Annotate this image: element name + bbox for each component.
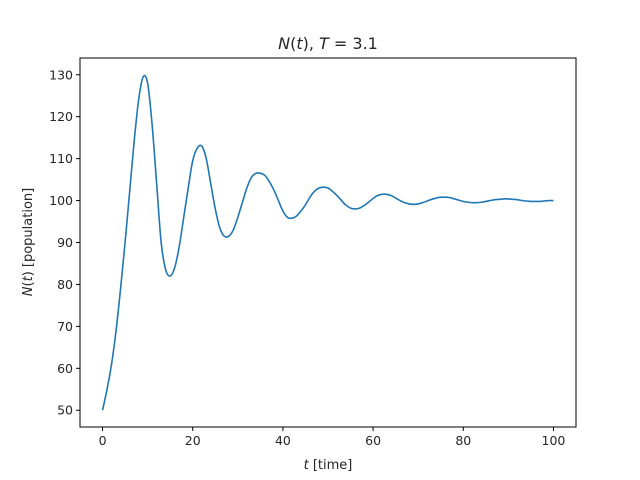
y-tick-label: 120 <box>49 109 73 124</box>
y-tick-label: 60 <box>57 361 73 376</box>
y-axis: 50 60 70 80 90 100 110 120 130 <box>49 67 80 418</box>
x-tick-label: 80 <box>455 433 471 448</box>
x-axis-label: t [time] <box>304 458 353 473</box>
x-tick-label: 20 <box>185 433 201 448</box>
y-tick-label: 80 <box>57 277 73 292</box>
series-layer <box>101 74 554 411</box>
y-tick-label: 130 <box>49 67 73 82</box>
x-tick-label: 100 <box>542 433 566 448</box>
y-tick-label: 110 <box>49 151 73 166</box>
y-tick-label: 100 <box>49 193 73 208</box>
y-axis-label: N(t) [population] <box>21 188 36 296</box>
x-axis: 0 20 40 60 80 100 <box>99 427 566 448</box>
x-tick-label: 0 <box>99 433 107 448</box>
x-tick-label: 40 <box>275 433 291 448</box>
chart-title: N(t), T = 3.1 <box>278 34 378 53</box>
x-tick-label: 60 <box>365 433 381 448</box>
y-tick-label: 70 <box>57 319 73 334</box>
y-tick-label: 50 <box>57 403 73 418</box>
y-tick-label: 90 <box>57 235 73 250</box>
series-line <box>101 74 554 411</box>
